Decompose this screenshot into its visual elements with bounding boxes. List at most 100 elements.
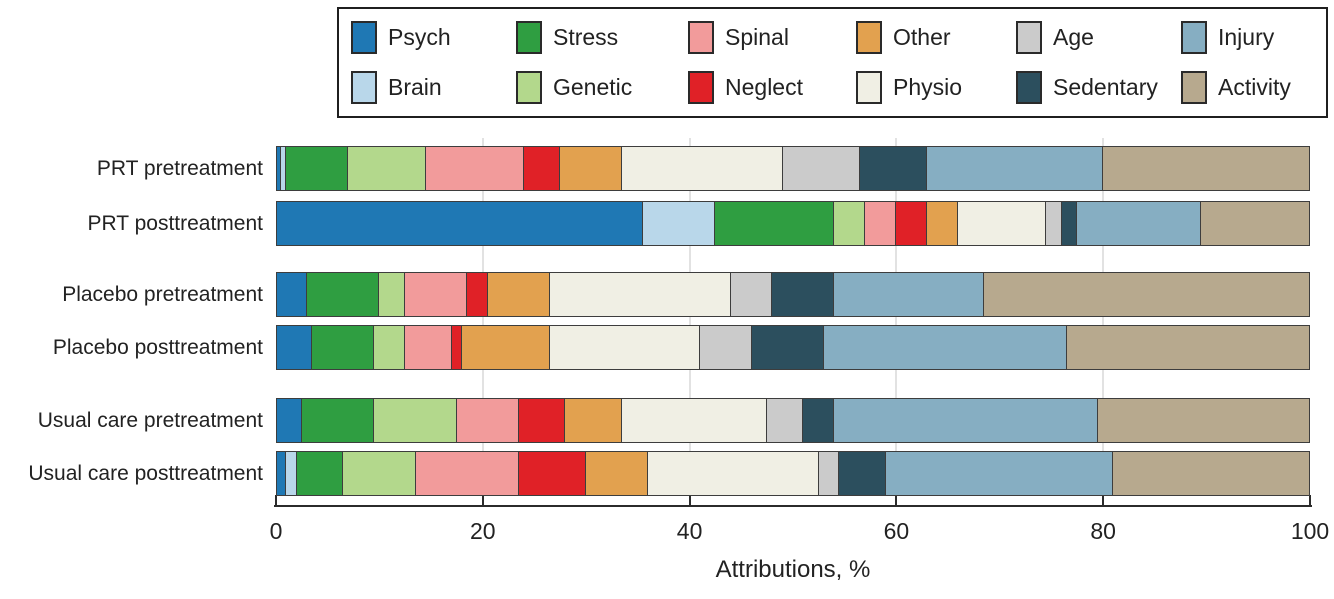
- legend-item-genetic: Genetic: [516, 63, 688, 113]
- bar-segment-physio: [622, 146, 783, 191]
- row-label: Usual care posttreatment: [28, 462, 263, 485]
- bar-segment-other: [560, 146, 623, 191]
- legend-swatch-age: [1016, 21, 1042, 55]
- bar-segment-stress: [301, 398, 375, 443]
- legend-item-other: Other: [856, 13, 1016, 63]
- legend-swatch-neglect: [688, 70, 714, 104]
- bar-segment-age: [767, 398, 804, 443]
- bar-segment-physio: [622, 398, 768, 443]
- legend-item-neglect: Neglect: [688, 63, 856, 113]
- row-label: Placebo pretreatment: [62, 283, 263, 306]
- bar-segment-injury: [927, 146, 1104, 191]
- bar-segment-neglect: [451, 325, 463, 370]
- legend-swatch-spinal: [688, 21, 714, 55]
- bar-segment-psych: [276, 325, 313, 370]
- legend-item-spinal: Spinal: [688, 13, 856, 63]
- bar-segment-spinal: [456, 398, 519, 443]
- bar-row-3: [276, 325, 1310, 370]
- legend-swatch-brain: [351, 70, 377, 104]
- bar-segment-sedentary: [772, 272, 835, 317]
- legend-label: Spinal: [725, 24, 789, 51]
- bar-segment-other: [462, 325, 550, 370]
- bar-segment-age: [782, 146, 861, 191]
- x-tick-label: 20: [470, 518, 496, 544]
- bar-segment-spinal: [425, 146, 525, 191]
- bar-row-5: [276, 451, 1310, 496]
- legend-swatch-stress: [516, 21, 542, 55]
- bar-segment-sedentary: [803, 398, 835, 443]
- bar-segment-genetic: [374, 398, 457, 443]
- bar-segment-injury: [885, 451, 1114, 496]
- gridline-60: [895, 138, 898, 507]
- bar-segment-stress: [312, 325, 375, 370]
- bar-segment-genetic: [379, 272, 406, 317]
- bar-segment-neglect: [524, 146, 561, 191]
- legend-item-psych: Psych: [351, 13, 516, 63]
- bar-segment-age: [818, 451, 840, 496]
- bar-segment-physio: [549, 325, 700, 370]
- bar-segment-stress: [715, 201, 835, 246]
- x-tick-label: 80: [1090, 518, 1116, 544]
- bar-segment-injury: [1077, 201, 1202, 246]
- legend-item-sedentary: Sedentary: [1016, 63, 1181, 113]
- bar-segment-genetic: [348, 146, 426, 191]
- legend-label: Activity: [1218, 73, 1291, 100]
- x-tick-40: [688, 495, 691, 507]
- legend-label: Psych: [388, 24, 451, 51]
- x-tick-label: 60: [883, 518, 910, 544]
- bar-row-1: [276, 201, 1310, 246]
- bar-segment-neglect: [467, 272, 488, 317]
- x-tick-20: [481, 495, 484, 507]
- bar-segment-psych: [276, 272, 308, 317]
- bar-segment-brain: [643, 201, 716, 246]
- bar-segment-genetic: [834, 201, 866, 246]
- bar-segment-brain: [286, 451, 297, 496]
- legend-label: Sedentary: [1053, 73, 1158, 100]
- x-axis-title: Attributions, %: [715, 556, 871, 583]
- bar-segment-activity: [1103, 146, 1310, 191]
- legend-label: Neglect: [725, 73, 803, 100]
- x-tick-label: 0: [269, 518, 283, 544]
- legend-label: Physio: [893, 73, 963, 100]
- x-tick-80: [1102, 495, 1105, 507]
- bar-segment-age: [730, 272, 773, 317]
- bar-segment-spinal: [415, 451, 519, 496]
- bar-segment-stress: [296, 451, 344, 496]
- row-label: PRT posttreatment: [87, 212, 263, 235]
- row-label: Placebo posttreatment: [52, 336, 263, 359]
- gridline-80: [1102, 138, 1105, 507]
- bar-segment-genetic: [343, 451, 416, 496]
- legend-swatch-physio: [856, 70, 882, 104]
- bar-segment-age: [699, 325, 752, 370]
- bar-segment-activity: [1066, 325, 1310, 370]
- legend-swatch-other: [856, 21, 882, 55]
- legend-label: Stress: [553, 24, 619, 51]
- x-tick-100: [1309, 495, 1311, 507]
- x-axis-line: [274, 505, 1312, 507]
- bar-segment-brain: [281, 146, 287, 191]
- legend-label: Genetic: [553, 73, 633, 100]
- row-label: PRT pretreatment: [96, 157, 263, 180]
- bar-segment-stress: [286, 146, 349, 191]
- bar-segment-activity: [1097, 398, 1310, 443]
- bar-segment-psych: [276, 398, 302, 443]
- legend-item-activity: Activity: [1181, 63, 1326, 113]
- bar-segment-activity: [1113, 451, 1310, 496]
- bar-segment-activity: [1201, 201, 1310, 246]
- legend-item-injury: Injury: [1181, 13, 1326, 63]
- bar-segment-sedentary: [1061, 201, 1078, 246]
- bar-segment-psych: [276, 146, 282, 191]
- bar-segment-injury: [834, 272, 985, 317]
- bar-segment-spinal: [405, 325, 452, 370]
- legend-item-stress: Stress: [516, 13, 688, 63]
- bar-segment-stress: [307, 272, 380, 317]
- bar-segment-physio: [648, 451, 819, 496]
- bar-segment-sedentary: [860, 146, 928, 191]
- bar-segment-physio: [958, 201, 1047, 246]
- bar-segment-neglect: [518, 451, 587, 496]
- bar-row-2: [276, 272, 1310, 317]
- bar-row-0: [276, 146, 1310, 191]
- bar-segment-other: [487, 272, 550, 317]
